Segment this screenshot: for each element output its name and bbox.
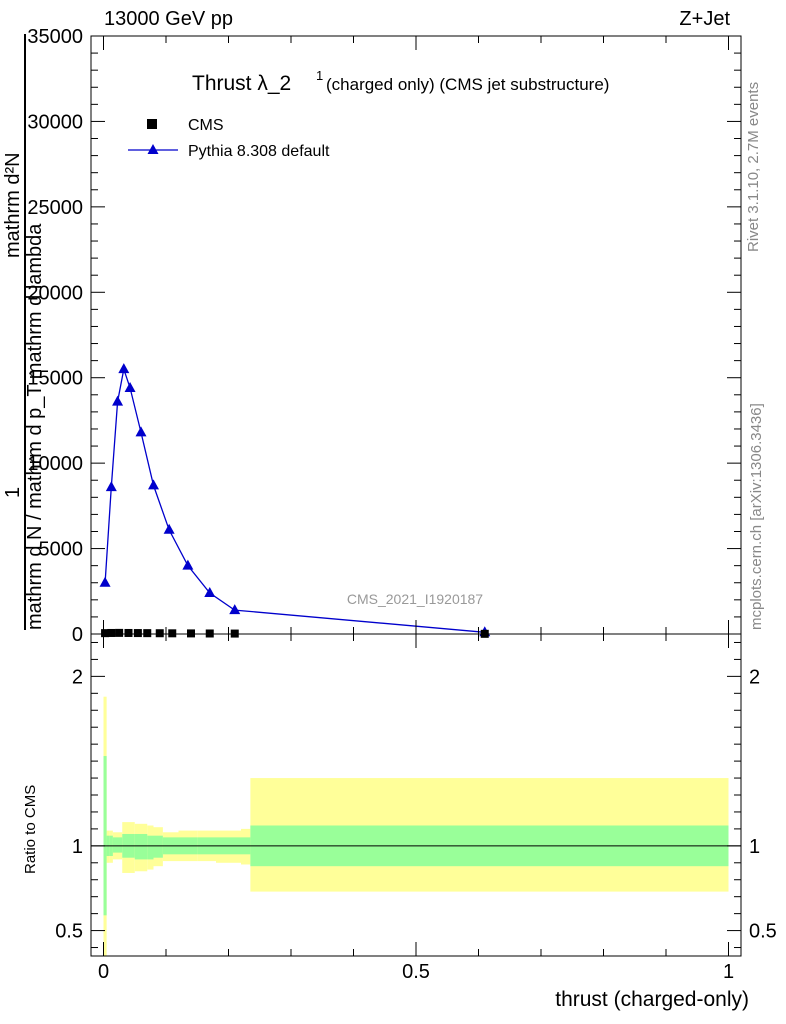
- y-tick-label: 15000: [27, 368, 83, 390]
- y-tick-label: 30000: [27, 111, 83, 133]
- y-tick-label: 35000: [27, 26, 83, 48]
- y-tick-label: 0: [72, 624, 83, 646]
- y-tick-label: 5000: [39, 539, 84, 561]
- chart-subtitle: (charged only) (CMS jet substructure): [326, 75, 609, 94]
- pythia-point: [135, 426, 147, 437]
- ratio-inner-band: [103, 756, 107, 916]
- x-tick-label: 1: [723, 961, 734, 983]
- ratio-inner-band: [134, 833, 148, 860]
- ratio-inner-band: [147, 835, 154, 860]
- legend-pythia-marker: [147, 144, 159, 154]
- pythia-point: [99, 576, 111, 587]
- cms-point: [115, 628, 124, 637]
- pythia-point: [112, 395, 124, 406]
- legend-cms-label: CMS: [188, 117, 224, 134]
- ratio-inner-band: [153, 835, 163, 858]
- pythia-point: [105, 481, 117, 492]
- pythia-point: [163, 523, 175, 534]
- pythia-point: [229, 604, 241, 615]
- cms-point: [101, 629, 110, 638]
- pythia-point: [118, 363, 130, 374]
- ratio-y-tick-label: 2: [72, 666, 83, 688]
- y-tick-label: 10000: [27, 453, 83, 475]
- y-axis-fraction-bar: [24, 34, 26, 630]
- y-tick-label: 25000: [27, 197, 83, 219]
- cms-point: [124, 628, 133, 637]
- ratio-y-tick-label: 1: [72, 836, 83, 858]
- analysis-watermark: CMS_2021_I1920187: [347, 591, 483, 607]
- cms-point: [187, 629, 195, 638]
- chart-title-superscript: 1: [316, 68, 323, 83]
- x-tick-label: 0.5: [402, 961, 430, 983]
- header-left: 13000 GeV pp: [104, 8, 233, 30]
- cms-point: [168, 629, 177, 638]
- ratio-inner-band: [112, 837, 123, 853]
- pythia-point: [182, 559, 194, 570]
- ratio-y-tick-label-right: 0.5: [749, 921, 777, 943]
- pythia-point: [148, 479, 159, 490]
- cms-point: [107, 628, 116, 637]
- ratio-y-tick-label-right: 1: [749, 836, 760, 858]
- x-tick-label: 0: [98, 961, 109, 983]
- cms-point: [205, 629, 214, 638]
- ratio-y-tick-label-right: 2: [749, 666, 760, 688]
- pythia-point: [124, 381, 136, 392]
- chart-title: Thrust λ_2: [192, 72, 291, 95]
- cms-point: [133, 629, 142, 638]
- x-axis-label: thrust (charged-only): [555, 988, 749, 1011]
- cms-point: [143, 629, 152, 638]
- legend-pythia-label: Pythia 8.308 default: [188, 143, 330, 160]
- ratio-y-tick-label: 0.5: [55, 921, 83, 943]
- header-right: Z+Jet: [679, 8, 730, 30]
- pythia-point: [204, 586, 216, 597]
- y-tick-label: 20000: [27, 282, 83, 304]
- cms-point: [155, 629, 164, 638]
- legend-cms-marker: [147, 119, 157, 129]
